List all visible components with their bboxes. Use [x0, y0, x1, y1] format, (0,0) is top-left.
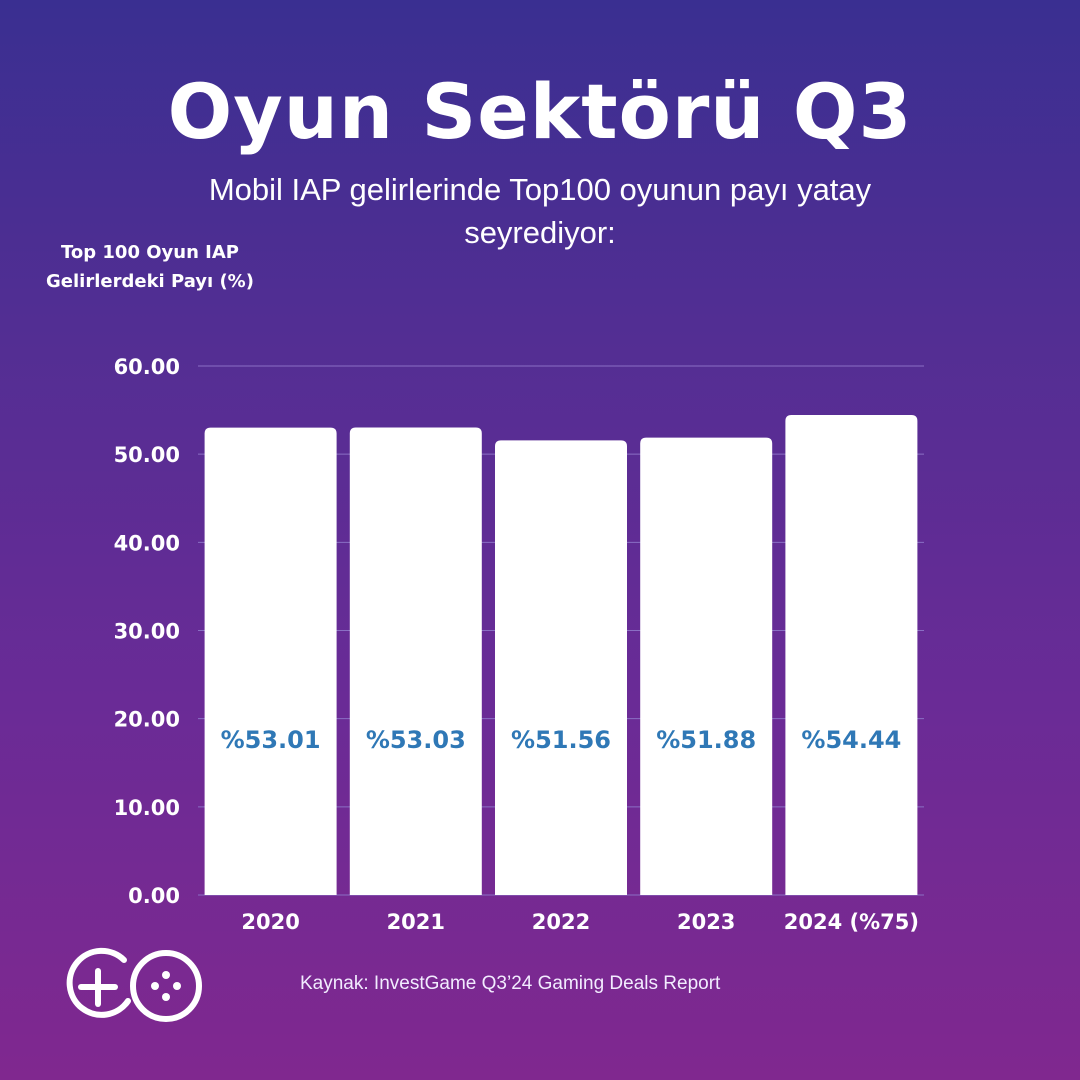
y-axis-ticks: 0.00 10.00 20.00 30.00 40.00 50.00 60.00 [114, 355, 180, 908]
bar-value-label: %51.88 [656, 726, 756, 754]
bars [204, 415, 918, 895]
bar [204, 427, 337, 895]
x-category-label: 2022 [532, 910, 590, 934]
x-category-label: 2020 [241, 910, 299, 934]
bar [495, 440, 627, 895]
bar-value-label: %53.01 [221, 726, 321, 754]
page-subtitle: Mobil IAP gelirlerinde Top100 oyunun pay… [208, 172, 872, 250]
bar-value-label: %54.44 [801, 726, 901, 754]
y-axis-label: Top 100 Oyun IAP Gelirlerdeki Payı (%) [46, 242, 254, 292]
y-tick-label: 40.00 [114, 531, 180, 555]
bar [349, 427, 482, 895]
page-title: Oyun Sektörü Q3 [167, 67, 913, 156]
x-category-label: 2024 (%75) [784, 910, 919, 934]
y-tick-label: 20.00 [114, 708, 180, 732]
x-category-label: 2023 [677, 910, 735, 934]
bar-chart: 0.00 10.00 20.00 30.00 40.00 50.00 60.00 %53.0… [114, 355, 924, 934]
y-tick-label: 0.00 [128, 884, 180, 908]
y-tick-label: 50.00 [114, 443, 180, 467]
y-tick-label: 10.00 [114, 796, 180, 820]
x-category-label: 2021 [387, 910, 445, 934]
bar [640, 437, 773, 895]
bar-value-label: %51.56 [511, 726, 611, 754]
data-labels: %53.01 %53.03 %51.56 %51.88 %54.44 [221, 726, 902, 754]
bar [785, 415, 918, 895]
y-tick-label: 30.00 [114, 620, 180, 644]
game-controller-logo-icon [66, 947, 202, 1022]
y-tick-label: 60.00 [114, 355, 180, 379]
bar-value-label: %53.03 [366, 726, 466, 754]
x-axis-categories: 2020 2021 2022 2023 2024 (%75) [241, 910, 919, 934]
source-note: Kaynak: InvestGame Q3’24 Gaming Deals Re… [300, 973, 721, 994]
